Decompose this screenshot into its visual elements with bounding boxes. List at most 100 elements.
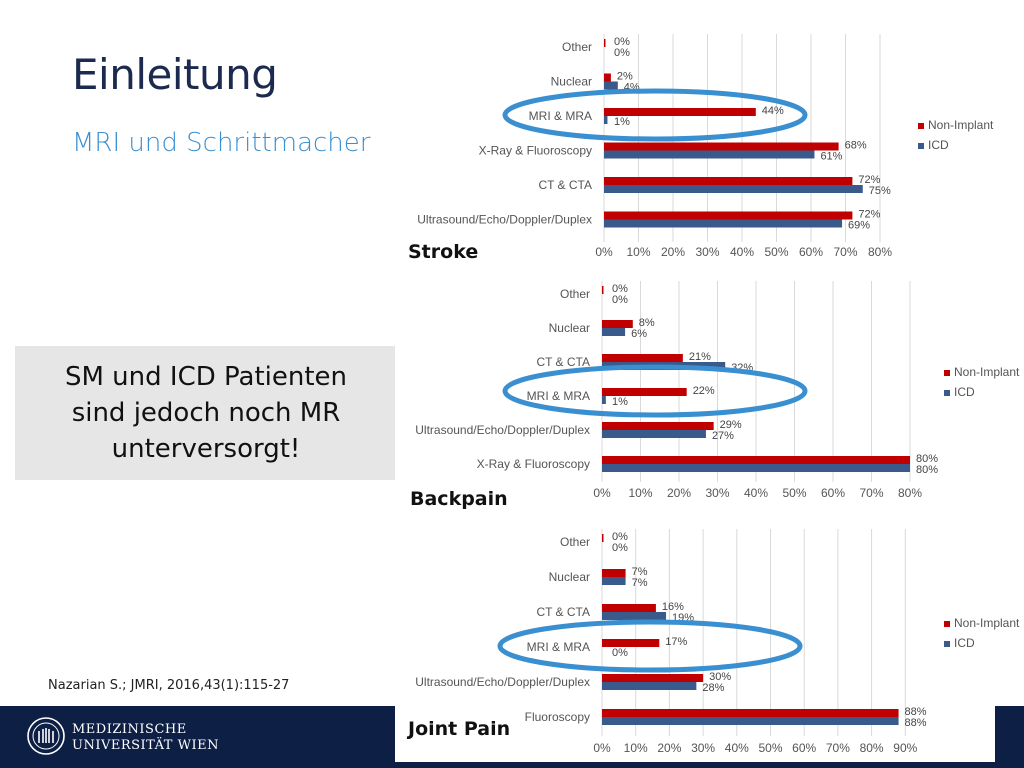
bar-icd bbox=[604, 219, 843, 228]
bar-icd bbox=[602, 612, 667, 620]
data-label-non-implant: 68% bbox=[845, 140, 867, 152]
category-label: Other bbox=[560, 535, 590, 549]
category-label: Other bbox=[562, 40, 592, 54]
callout-line-2: sind jedoch noch MR bbox=[71, 398, 341, 428]
bar-icd bbox=[602, 577, 626, 585]
x-tick-label: 20% bbox=[661, 245, 685, 259]
data-label-icd: 61% bbox=[820, 151, 842, 163]
highlight-ellipse bbox=[497, 619, 803, 673]
bar-icd bbox=[602, 396, 606, 404]
data-label-icd: 28% bbox=[702, 682, 724, 694]
x-tick-label: 50% bbox=[782, 486, 806, 500]
university-name-line-1: MEDIZINISCHE bbox=[72, 722, 187, 737]
university-name-line-2: UNIVERSITÄT WIEN bbox=[72, 738, 219, 753]
x-tick-label: 0% bbox=[595, 245, 613, 259]
data-label-non-implant: 29% bbox=[720, 419, 742, 431]
x-tick-label: 40% bbox=[744, 486, 768, 500]
data-label-non-implant: 2% bbox=[617, 71, 633, 83]
bar-non-implant bbox=[602, 286, 604, 294]
bar-non-implant bbox=[602, 534, 604, 542]
legend-label-non-implant: Non-Implant bbox=[928, 118, 994, 132]
bar-non-implant bbox=[604, 142, 839, 151]
x-tick-label: 70% bbox=[826, 741, 850, 755]
x-tick-label: 60% bbox=[799, 245, 823, 259]
bar-non-implant bbox=[604, 211, 853, 220]
bar-non-implant bbox=[604, 177, 853, 185]
category-label: Other bbox=[560, 287, 590, 301]
legend-label-icd: ICD bbox=[954, 636, 975, 650]
data-label-non-implant: 80% bbox=[916, 453, 938, 465]
x-tick-label: 0% bbox=[593, 741, 611, 755]
bar-icd bbox=[602, 682, 697, 690]
data-label-icd: 6% bbox=[631, 328, 647, 340]
highlight-ellipse bbox=[502, 88, 808, 142]
x-tick-label: 40% bbox=[730, 245, 754, 259]
data-label-icd: 0% bbox=[612, 647, 628, 659]
bar-icd bbox=[604, 185, 863, 193]
bar-icd bbox=[602, 464, 910, 472]
legend-swatch-non-implant bbox=[944, 370, 950, 376]
data-label-non-implant: 72% bbox=[858, 174, 880, 186]
panel-label: Stroke bbox=[408, 241, 478, 263]
data-label-icd: 69% bbox=[848, 220, 870, 232]
data-label-non-implant: 0% bbox=[612, 283, 628, 295]
bar-non-implant bbox=[602, 569, 626, 577]
category-label: MRI & MRA bbox=[527, 640, 590, 654]
highlight-ellipse bbox=[502, 364, 808, 418]
data-label-non-implant: 0% bbox=[612, 531, 628, 543]
x-tick-label: 50% bbox=[764, 245, 788, 259]
legend-label-icd: ICD bbox=[928, 138, 949, 152]
bar-non-implant bbox=[602, 639, 660, 647]
x-tick-label: 10% bbox=[626, 245, 650, 259]
citation: Nazarian S.; JMRI, 2016,43(1):115-27 bbox=[48, 678, 290, 693]
data-label-non-implant: 8% bbox=[639, 317, 655, 329]
slide-subtitle: MRI und Schrittmacher bbox=[72, 128, 371, 158]
legend-swatch-icd bbox=[944, 390, 950, 396]
x-tick-label: 20% bbox=[667, 486, 691, 500]
data-label-icd: 1% bbox=[612, 396, 628, 408]
bar-icd bbox=[604, 116, 608, 124]
data-label-non-implant: 16% bbox=[662, 601, 684, 613]
category-label: CT & CTA bbox=[536, 605, 590, 619]
bar-icd bbox=[602, 717, 899, 725]
bar-non-implant bbox=[604, 73, 611, 82]
x-tick-label: 30% bbox=[695, 245, 719, 259]
bar-icd bbox=[602, 328, 626, 336]
legend-label-icd: ICD bbox=[954, 385, 975, 399]
data-label-icd: 1% bbox=[614, 116, 630, 128]
x-tick-label: 30% bbox=[705, 486, 729, 500]
bar-non-implant bbox=[602, 354, 683, 362]
data-label-non-implant: 88% bbox=[905, 706, 927, 718]
bar-non-implant bbox=[602, 388, 687, 396]
legend-swatch-non-implant bbox=[918, 123, 924, 129]
category-label: Nuclear bbox=[549, 570, 590, 584]
category-label: CT & CTA bbox=[536, 355, 590, 369]
x-tick-label: 10% bbox=[628, 486, 652, 500]
x-tick-label: 20% bbox=[657, 741, 681, 755]
university-seal-icon bbox=[27, 717, 65, 755]
data-label-non-implant: 21% bbox=[689, 351, 711, 363]
x-tick-label: 10% bbox=[624, 741, 648, 755]
data-label-non-implant: 30% bbox=[709, 671, 731, 683]
legend-label-non-implant: Non-Implant bbox=[954, 616, 1020, 630]
data-label-icd: 0% bbox=[612, 542, 628, 554]
bar-icd bbox=[604, 81, 618, 90]
panel-label: Joint Pain bbox=[406, 718, 510, 740]
category-label: Ultrasound/Echo/Doppler/Duplex bbox=[415, 675, 590, 689]
x-tick-label: 40% bbox=[725, 741, 749, 755]
category-label: CT & CTA bbox=[538, 178, 592, 192]
category-label: Ultrasound/Echo/Doppler/Duplex bbox=[417, 213, 592, 227]
data-label-non-implant: 0% bbox=[614, 36, 630, 48]
data-label-icd: 7% bbox=[632, 577, 648, 589]
data-label-icd: 88% bbox=[905, 717, 927, 729]
data-label-non-implant: 7% bbox=[632, 566, 648, 578]
category-label: MRI & MRA bbox=[527, 389, 590, 403]
category-label: Nuclear bbox=[551, 75, 592, 89]
legend-swatch-icd bbox=[944, 641, 950, 647]
x-tick-label: 0% bbox=[593, 486, 611, 500]
bar-icd bbox=[604, 150, 815, 159]
callout-box: SM und ICD Patienten sind jedoch noch MR… bbox=[15, 346, 397, 480]
legend-swatch-non-implant bbox=[944, 621, 950, 627]
callout-line-1: SM und ICD Patienten bbox=[64, 362, 348, 392]
